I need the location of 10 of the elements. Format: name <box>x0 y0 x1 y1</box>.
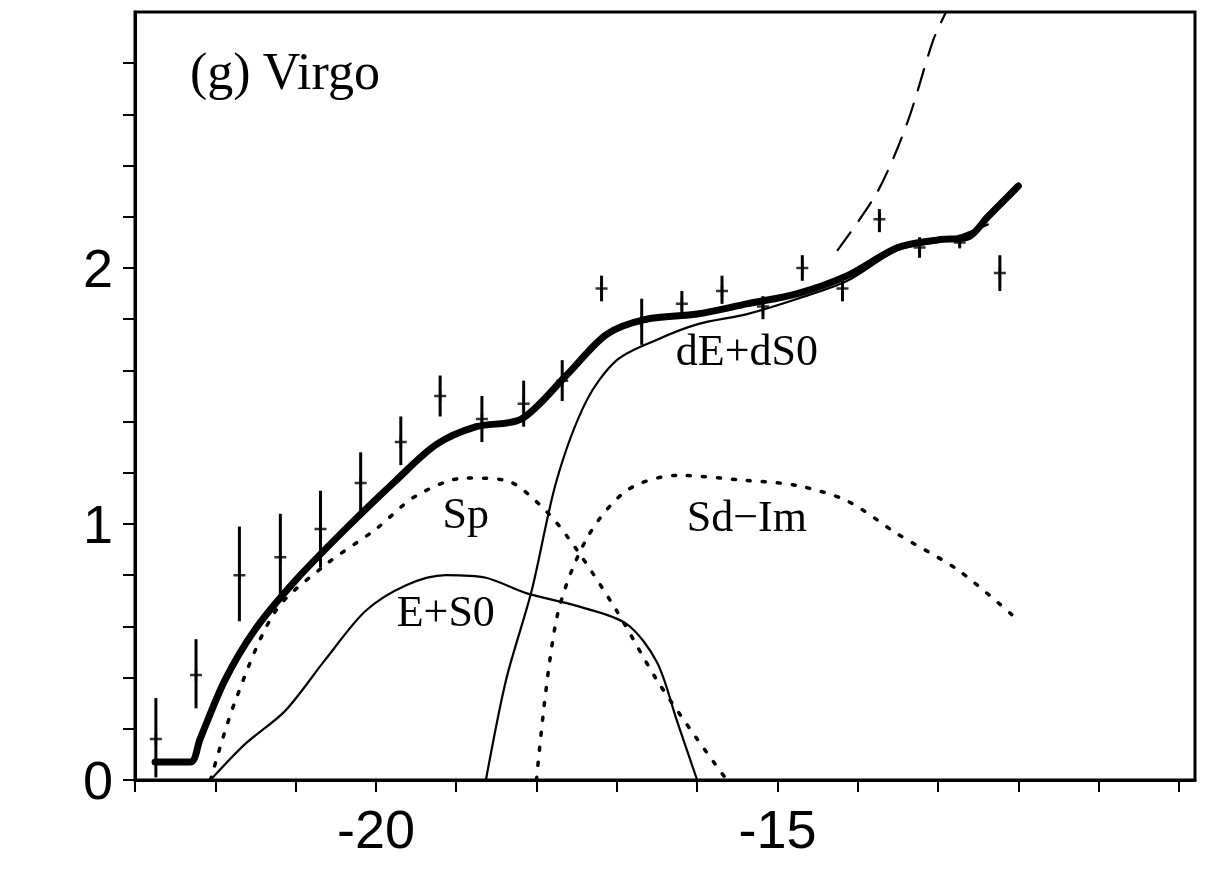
annotation: (g) Virgo <box>190 42 380 101</box>
x-tick-label: -15 <box>738 799 817 859</box>
annotation: E+S0 <box>396 586 495 636</box>
x-tick-label: -20 <box>336 799 415 859</box>
y-tick-label: 0 <box>82 750 113 810</box>
annotation: Sp <box>442 489 490 539</box>
y-tick-label: 2 <box>82 238 113 298</box>
annotation: dE+dS0 <box>675 325 818 375</box>
y-tick-label: 1 <box>82 494 113 554</box>
annotation: Sd−Im <box>686 491 807 541</box>
